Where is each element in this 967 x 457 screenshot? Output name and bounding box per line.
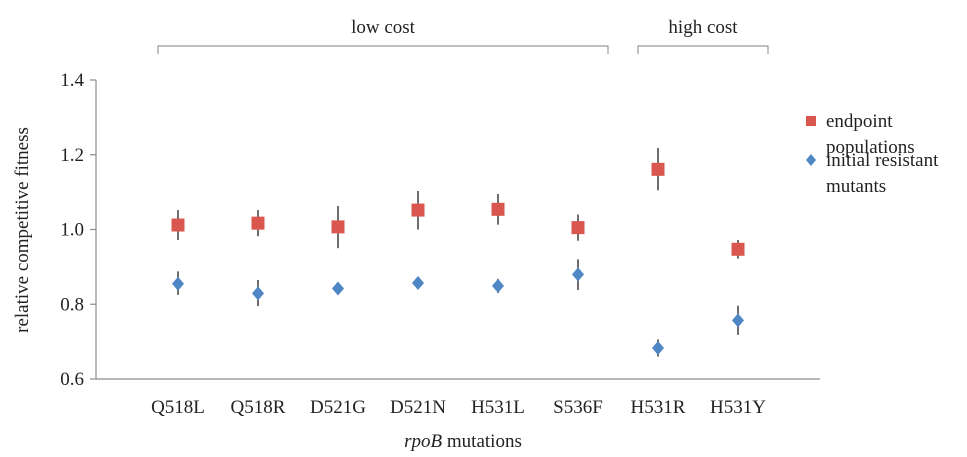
data-points <box>171 162 745 355</box>
initial-mutant-point <box>572 267 584 282</box>
x-axis-label-rest: mutations <box>442 431 522 452</box>
initial-mutant-point <box>332 281 344 296</box>
endpoint-point <box>251 216 265 230</box>
initial-mutant-point <box>172 276 184 291</box>
group-bracket <box>637 45 769 54</box>
group-label: high cost <box>668 17 738 38</box>
group-bracket <box>157 45 609 54</box>
endpoint-point <box>651 162 665 176</box>
error-bars <box>177 148 739 357</box>
legend-marker-endpoint <box>806 116 816 126</box>
x-tick-label: S536F <box>553 397 603 418</box>
x-tick-label: Q518L <box>151 397 205 418</box>
x-axis-label: rpoB mutations <box>404 431 522 452</box>
y-tick-label: 1.4 <box>60 70 84 91</box>
initial-mutant-point <box>252 286 264 301</box>
x-tick-label: H531L <box>471 397 525 418</box>
y-ticks: 0.6 0.8 1.0 1.2 1.4 <box>60 70 96 390</box>
initial-mutant-point <box>412 275 424 290</box>
group-label: low cost <box>351 17 416 38</box>
initial-mutant-point <box>492 278 504 293</box>
x-ticks: Q518L Q518R D521G D521N H531L S536F H531R H531Y <box>151 397 766 418</box>
endpoint-point <box>171 218 185 232</box>
x-tick-label: Q518R <box>231 397 286 418</box>
x-tick-label: D521G <box>310 397 366 418</box>
legend-marker-initial <box>806 154 816 166</box>
x-tick-label: H531R <box>631 397 686 418</box>
endpoint-point <box>411 203 425 217</box>
endpoint-point <box>331 220 345 234</box>
x-axis-label-italic: rpoB <box>404 431 442 452</box>
x-tick-label: D521N <box>390 397 446 418</box>
endpoint-point <box>731 242 745 256</box>
group-brackets: low cost high cost <box>157 17 769 54</box>
legend-label: endpoint populations <box>826 111 915 158</box>
y-tick-label: 1.2 <box>60 145 84 166</box>
axes <box>95 80 820 380</box>
initial-mutant-point <box>652 340 664 355</box>
x-tick-label: H531Y <box>710 397 766 418</box>
endpoint-point <box>571 221 585 235</box>
y-axis-label: relative competitive fitness <box>12 127 33 333</box>
initial-mutant-point <box>732 313 744 328</box>
y-tick-label: 1.0 <box>60 220 84 241</box>
y-tick-label: 0.8 <box>60 294 84 315</box>
endpoint-point <box>491 202 505 216</box>
legend-label: initial resistant mutants <box>826 150 939 197</box>
y-tick-label: 0.6 <box>60 369 84 390</box>
